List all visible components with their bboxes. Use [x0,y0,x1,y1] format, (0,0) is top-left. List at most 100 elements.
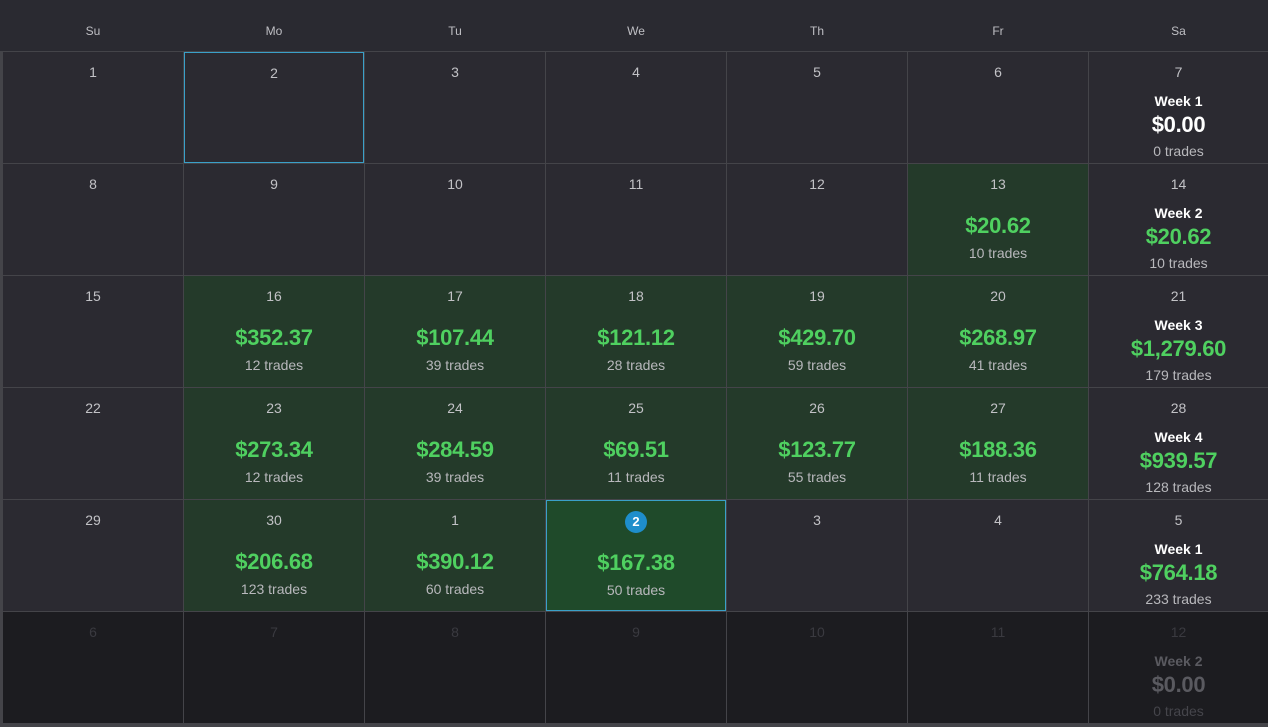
today-badge: 2 [625,511,647,533]
weekday-label-1: Mo [265,24,283,38]
week-pnl: $0.00 [1151,112,1206,137]
day-number: 3 [451,64,459,80]
day-number: 19 [809,288,825,304]
day-cell[interactable]: 6 [908,52,1088,163]
week-summary-cell[interactable]: 14 Week 2 $20.62 10 trades [1089,164,1268,275]
week-pnl: $20.62 [1145,224,1212,249]
day-cell[interactable]: 8 [365,612,545,723]
day-cell[interactable]: 2 [184,52,364,163]
day-number: 27 [990,400,1006,416]
week-label: Week 1 [1154,541,1203,557]
day-cell[interactable]: 4 [546,52,726,163]
day-cell[interactable]: 10 [365,164,545,275]
day-pnl: $206.68 [235,549,313,574]
day-number: 28 [1170,400,1187,416]
day-number: 15 [85,288,101,304]
day-cell[interactable]: 9 [546,612,726,723]
week-summary-cell[interactable]: 21 Week 3 $1,279.60 179 trades [1089,276,1268,387]
day-cell[interactable]: 11 [546,164,726,275]
day-cell[interactable]: 8 [3,164,183,275]
calendar-grid: 1 2 3 4 5 6 7 Week 1 $0.00 0 trades 8 9 10 11 12 13 $20.… [0,51,1268,727]
day-pnl: $273.34 [235,437,313,462]
day-cell[interactable]: 24 $284.59 39 trades [365,388,545,499]
day-cell[interactable]: 30 $206.68 123 trades [184,500,364,611]
weekday-header: Su Mo Tu We Th Fr Sa [0,0,1268,51]
day-trade-count: 12 trades [244,357,304,373]
weekday-label-5: Fr [992,24,1004,38]
day-number: 12 [809,176,825,192]
day-pnl: $20.62 [965,213,1031,238]
day-number: 29 [85,512,101,528]
day-number: 14 [1170,176,1187,192]
day-trade-count: 55 trades [787,469,847,485]
day-cell[interactable]: 2 $167.38 50 trades [546,500,726,611]
day-cell[interactable]: 3 [727,500,907,611]
week-label: Week 1 [1154,93,1203,109]
day-cell[interactable]: 20 $268.97 41 trades [908,276,1088,387]
day-number: 11 [990,624,1006,640]
week-summary-cell[interactable]: 5 Week 1 $764.18 233 trades [1089,500,1268,611]
day-cell[interactable]: 6 [3,612,183,723]
day-number: 5 [813,64,821,80]
day-number: 9 [270,176,278,192]
day-cell[interactable]: 7 [184,612,364,723]
day-cell[interactable]: 3 [365,52,545,163]
day-pnl: $69.51 [603,437,669,462]
day-cell[interactable]: 5 [727,52,907,163]
day-cell[interactable]: 9 [184,164,364,275]
weekday-label-4: Th [809,24,824,38]
day-cell[interactable]: 23 $273.34 12 trades [184,388,364,499]
week-trade-count: 179 trades [1145,367,1212,383]
day-pnl: $284.59 [416,437,494,462]
day-pnl: $429.70 [778,325,856,350]
day-number: 24 [447,400,463,416]
day-cell[interactable]: 27 $188.36 11 trades [908,388,1088,499]
day-cell[interactable]: 18 $121.12 28 trades [546,276,726,387]
day-number: 10 [809,624,825,640]
day-cell[interactable]: 29 [3,500,183,611]
day-trade-count: 11 trades [969,469,1027,485]
day-number: 4 [632,64,640,80]
day-number: 1 [89,64,97,80]
week-trade-count: 10 trades [1149,255,1208,271]
day-trade-count: 123 trades [240,581,308,597]
day-number: 30 [266,512,282,528]
day-cell[interactable]: 17 $107.44 39 trades [365,276,545,387]
day-trade-count: 11 trades [607,469,665,485]
week-summary-cell[interactable]: 28 Week 4 $939.57 128 trades [1089,388,1268,499]
day-number: 2 [270,65,278,81]
day-cell[interactable]: 16 $352.37 12 trades [184,276,364,387]
week-label: Week 2 [1154,653,1203,669]
day-cell[interactable]: 19 $429.70 59 trades [727,276,907,387]
week-pnl: $0.00 [1151,672,1206,697]
day-number: 11 [628,176,644,192]
day-cell[interactable]: 1 $390.12 60 trades [365,500,545,611]
day-pnl: $268.97 [959,325,1037,350]
day-number: 23 [266,400,282,416]
day-cell[interactable]: 11 [908,612,1088,723]
day-cell[interactable]: 1 [3,52,183,163]
day-cell[interactable]: 4 [908,500,1088,611]
day-cell[interactable]: 10 [727,612,907,723]
day-cell[interactable]: 25 $69.51 11 trades [546,388,726,499]
day-pnl: $188.36 [959,437,1037,462]
day-cell[interactable]: 12 [727,164,907,275]
week-summary-cell[interactable]: 7 Week 1 $0.00 0 trades [1089,52,1268,163]
week-summary-cell[interactable]: 12 Week 2 $0.00 0 trades [1089,612,1268,723]
week-label: Week 4 [1154,429,1203,445]
day-number: 8 [451,624,459,640]
week-label: Week 2 [1154,205,1203,221]
day-cell[interactable]: 22 [3,388,183,499]
week-trade-count: 0 trades [1153,703,1204,719]
weekday-label-2: Tu [448,24,462,38]
day-cell[interactable]: 26 $123.77 55 trades [727,388,907,499]
weekday-label-3: We [627,24,645,38]
day-number: 18 [628,288,644,304]
day-cell[interactable]: 13 $20.62 10 trades [908,164,1088,275]
week-trade-count: 128 trades [1145,479,1212,495]
day-cell[interactable]: 15 [3,276,183,387]
week-trade-count: 233 trades [1145,591,1212,607]
weekday-label-0: Su [85,24,101,38]
day-number: 3 [813,512,821,528]
